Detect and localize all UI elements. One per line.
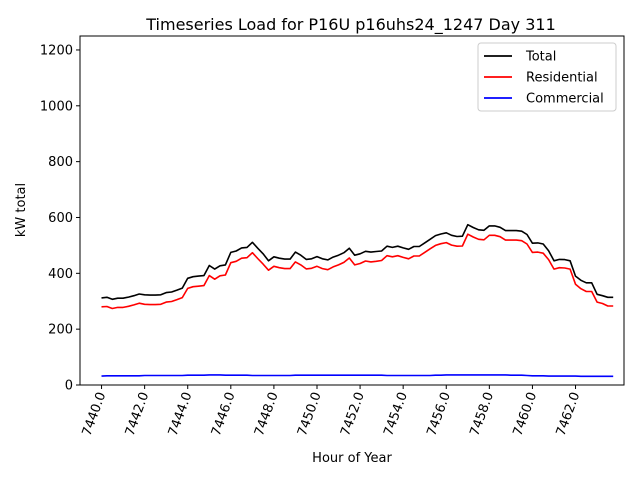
legend-box xyxy=(477,42,617,112)
legend: Total Residential Commercial xyxy=(477,42,617,112)
series-line-total xyxy=(101,223,614,301)
y-axis-label: kW total xyxy=(14,183,29,237)
y-tick-label: 800 xyxy=(48,155,73,170)
y-tick-label: 600 xyxy=(48,211,73,226)
y-tick-label: 1000 xyxy=(40,99,73,114)
series-line-residential xyxy=(101,233,614,310)
y-tick-label: 400 xyxy=(48,267,73,282)
x-axis-label: Hour of Year xyxy=(312,451,392,466)
y-tick-label: 200 xyxy=(48,323,73,338)
y-tick-label: 1200 xyxy=(40,43,73,58)
y-tick-label: 0 xyxy=(65,379,73,394)
legend-label-total: Total xyxy=(525,50,556,65)
chart-title: Timeseries Load for P16U p16uhs24_1247 D… xyxy=(145,15,556,35)
legend-label-commercial: Commercial xyxy=(526,92,604,107)
series-line-commercial xyxy=(101,374,614,378)
plot-frame xyxy=(79,35,625,386)
series-layer xyxy=(101,223,614,378)
legend-label-residential: Residential xyxy=(526,71,598,86)
